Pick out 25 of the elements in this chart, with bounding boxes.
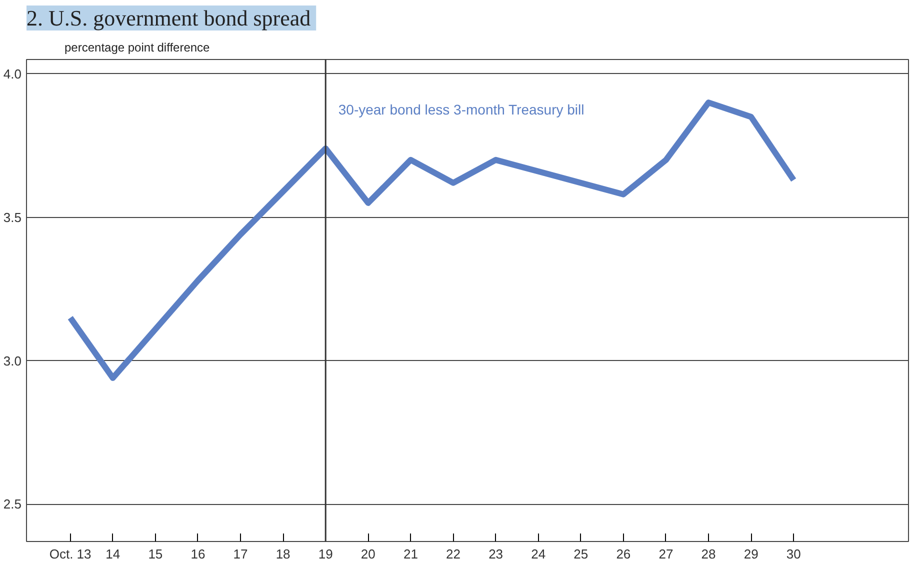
x-tick-label: 30 <box>786 546 801 562</box>
x-tick-label: 29 <box>744 546 758 562</box>
x-tick-label: 18 <box>276 546 290 562</box>
y-tick-label: 4.0 <box>3 66 22 82</box>
x-tick-label: 16 <box>190 546 206 562</box>
x-tick-label: 24 <box>531 546 546 562</box>
x-tick-label: 27 <box>658 546 674 562</box>
x-tick-label: 25 <box>574 546 588 562</box>
y-tick-label: 2.5 <box>3 496 22 512</box>
x-tick-label: 21 <box>403 546 418 562</box>
x-tick-label: 14 <box>106 546 120 562</box>
x-tick-label: 28 <box>701 546 716 562</box>
x-tick-label: 17 <box>233 546 248 562</box>
x-tick-label: Oct. 13 <box>49 546 92 562</box>
chart-title: 2. U.S. government bond spread <box>26 6 311 30</box>
y-tick-label: 3.5 <box>3 210 22 225</box>
x-tick-label: 15 <box>148 546 163 562</box>
x-tick-label: 26 <box>616 546 631 562</box>
x-tick-label: 23 <box>488 546 504 562</box>
annotation: 30-year bond less 3-month Treasury bill <box>338 101 584 118</box>
y-tick-label: 3.0 <box>3 353 22 368</box>
x-tick-label: 20 <box>360 546 376 562</box>
x-tick-label: 22 <box>446 546 460 562</box>
y-axis-title: percentage point difference <box>64 40 210 54</box>
x-tick-label: 19 <box>318 546 333 562</box>
